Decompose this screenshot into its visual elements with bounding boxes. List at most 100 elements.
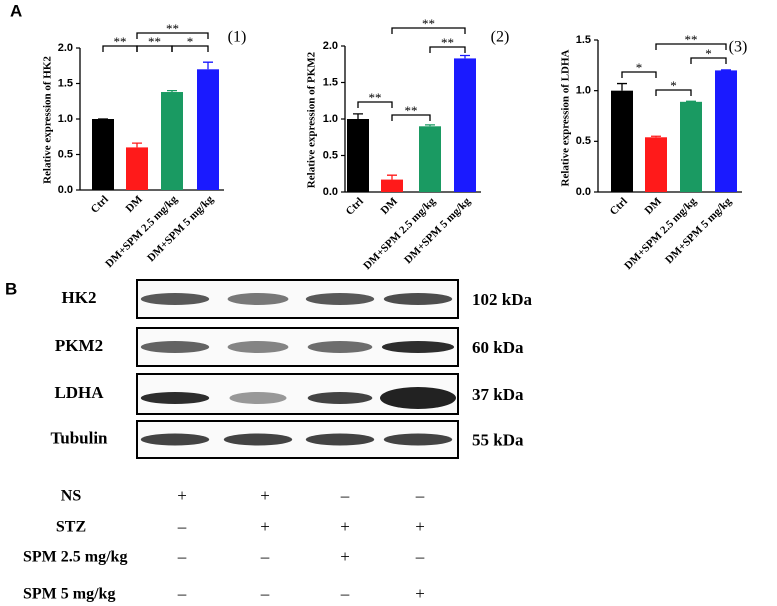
treatment-sign: + xyxy=(415,517,425,536)
panel-label: A xyxy=(10,1,22,20)
treatment-sign: + xyxy=(415,584,425,603)
error-bar xyxy=(460,54,470,59)
significance-bracket xyxy=(391,114,431,121)
y-tick-label: 1.0 xyxy=(58,113,73,125)
treatment-sign: – xyxy=(415,547,425,566)
blot-band xyxy=(229,392,287,404)
size-label: 60 kDa xyxy=(472,338,524,357)
treatment-sign: – xyxy=(177,584,187,603)
y-tick-label: 2.0 xyxy=(58,42,73,54)
treatment-sign: + xyxy=(260,517,270,536)
size-label: 55 kDa xyxy=(472,430,524,449)
protein-label: PKM2 xyxy=(55,336,103,355)
blot-band xyxy=(140,293,210,305)
treatment-sign: + xyxy=(260,486,270,505)
y-tick-label: 0.5 xyxy=(576,135,591,147)
significance-label: * xyxy=(636,60,643,75)
bar xyxy=(645,137,667,192)
error-bar xyxy=(686,100,696,102)
blot-band xyxy=(307,341,373,353)
treatment-sign: – xyxy=(415,486,425,505)
treatment-label: SPM 2.5 mg/kg xyxy=(23,549,127,566)
treatment-sign: + xyxy=(340,517,350,536)
significance-label: ** xyxy=(369,90,382,105)
treatment-sign: – xyxy=(260,584,270,603)
treatment-sign: + xyxy=(340,547,350,566)
y-tick-label: 0.0 xyxy=(576,186,591,198)
bar xyxy=(161,92,183,190)
blot-band xyxy=(227,341,289,353)
significance-bracket xyxy=(136,32,209,39)
treatment-sign: – xyxy=(177,547,187,566)
bar xyxy=(347,119,369,192)
blot-band xyxy=(381,341,455,353)
significance-bracket xyxy=(655,43,727,50)
blot-band xyxy=(227,293,289,305)
protein-label: HK2 xyxy=(62,288,97,307)
significance-bracket xyxy=(171,45,209,52)
significance-label: * xyxy=(670,78,677,93)
treatment-sign: – xyxy=(177,517,187,536)
significance-bracket xyxy=(690,57,727,64)
y-axis-label: Relative expression of HK2 xyxy=(42,56,54,184)
blot-band xyxy=(305,293,375,305)
x-tick-label: Ctrl xyxy=(344,195,366,217)
treatment-sign: + xyxy=(177,486,187,505)
y-axis-label: Relative expression of PKM2 xyxy=(306,51,318,188)
significance-label: * xyxy=(187,34,194,49)
significance-label: ** xyxy=(166,21,179,36)
error-bar xyxy=(203,61,213,70)
significance-label: ** xyxy=(405,103,418,118)
protein-label: LDHA xyxy=(54,383,104,402)
significance-bracket xyxy=(429,46,466,53)
error-bar xyxy=(353,113,363,119)
significance-bracket xyxy=(655,89,692,96)
chart-number: (3) xyxy=(729,39,748,56)
panel-label: B xyxy=(5,279,17,298)
blot-band xyxy=(305,433,375,446)
blot-band xyxy=(140,392,210,404)
blot-band xyxy=(140,341,210,353)
treatment-sign: – xyxy=(260,547,270,566)
y-tick-label: 0.0 xyxy=(58,184,73,196)
blot-band xyxy=(380,387,456,409)
blot-band xyxy=(383,293,453,305)
significance-label: ** xyxy=(441,35,454,50)
treatment-label: STZ xyxy=(56,519,86,536)
error-bar xyxy=(617,82,627,91)
error-bar xyxy=(387,174,397,180)
significance-bracket xyxy=(357,101,393,108)
treatment-sign: – xyxy=(340,486,350,505)
size-label: 37 kDa xyxy=(472,385,524,404)
y-tick-label: 0.5 xyxy=(58,148,73,160)
error-bar xyxy=(167,89,177,93)
treatment-sign: – xyxy=(340,584,350,603)
bar xyxy=(381,179,403,192)
significance-bracket xyxy=(621,71,657,78)
y-tick-label: 1.5 xyxy=(323,76,338,88)
size-label: 102 kDa xyxy=(472,290,532,309)
y-axis-label: Relative expression of LDHA xyxy=(560,49,572,186)
treatment-label: SPM 5 mg/kg xyxy=(23,586,115,603)
x-tick-label: DM xyxy=(642,195,664,217)
x-tick-label: DM xyxy=(378,195,400,217)
x-tick-label: DM+SPM 5 mg/kg xyxy=(145,193,216,264)
significance-label: ** xyxy=(685,32,698,47)
significance-label: * xyxy=(705,46,712,61)
bar xyxy=(197,69,219,190)
x-tick-label: DM+SPM 5 mg/kg xyxy=(402,195,473,266)
significance-label: ** xyxy=(422,16,435,31)
x-tick-label: DM+SPM 5 mg/kg xyxy=(663,195,734,266)
chart-number: (2) xyxy=(491,29,510,46)
significance-label: ** xyxy=(114,34,127,49)
error-bar xyxy=(721,69,731,71)
y-tick-label: 1.0 xyxy=(323,113,338,125)
bar xyxy=(611,90,633,192)
bar xyxy=(715,70,737,192)
blot-band xyxy=(223,433,293,446)
blot-band xyxy=(140,433,210,446)
bar xyxy=(92,119,114,190)
bar xyxy=(454,58,476,192)
y-tick-label: 0.0 xyxy=(323,186,338,198)
